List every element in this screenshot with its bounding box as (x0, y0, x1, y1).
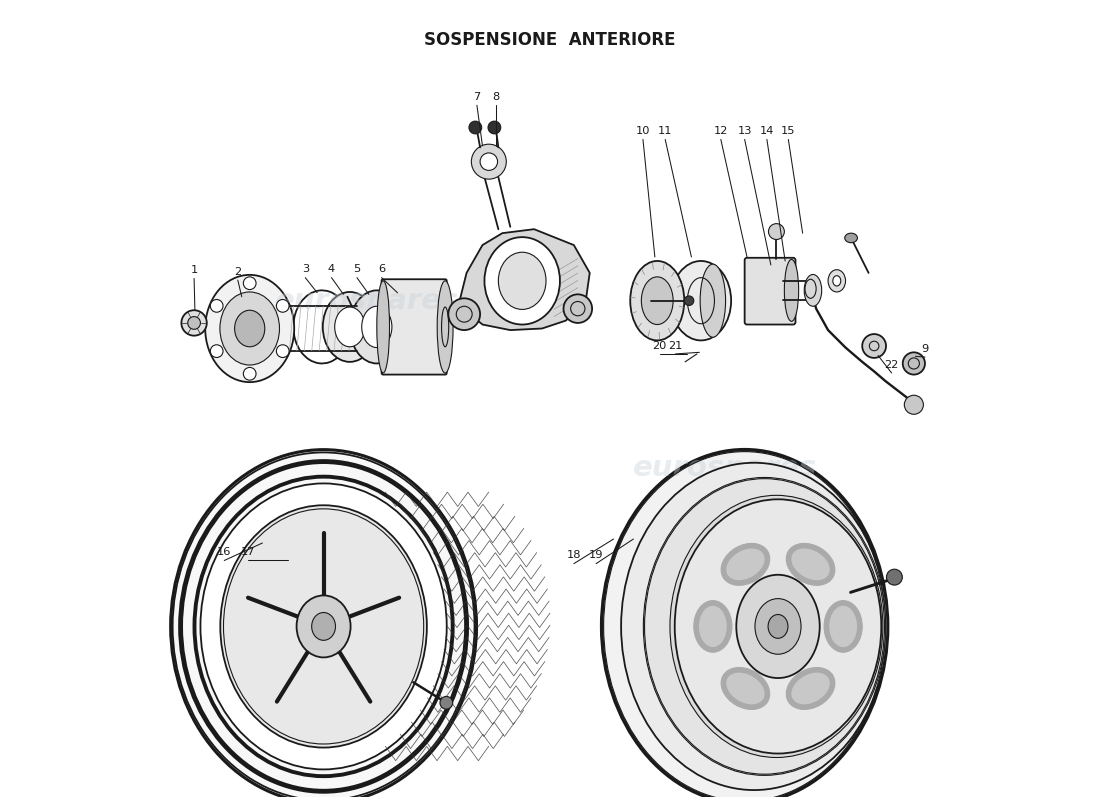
Circle shape (182, 310, 207, 336)
Circle shape (276, 299, 289, 312)
Ellipse shape (670, 495, 883, 758)
Ellipse shape (824, 601, 862, 652)
Ellipse shape (755, 598, 801, 654)
Ellipse shape (498, 252, 546, 310)
Ellipse shape (736, 574, 820, 678)
Text: 6: 6 (378, 265, 385, 274)
Text: 18: 18 (566, 550, 581, 561)
Circle shape (903, 352, 925, 374)
Ellipse shape (644, 478, 886, 775)
Ellipse shape (805, 279, 816, 298)
Circle shape (488, 121, 501, 134)
Ellipse shape (200, 483, 447, 770)
FancyBboxPatch shape (745, 258, 795, 325)
Text: eurospares: eurospares (275, 286, 460, 314)
Text: 22: 22 (884, 360, 899, 370)
Text: 2: 2 (234, 267, 241, 277)
Text: eurospares: eurospares (632, 454, 817, 482)
Ellipse shape (297, 595, 351, 658)
Circle shape (449, 298, 480, 330)
Ellipse shape (641, 277, 673, 325)
Text: 10: 10 (636, 126, 650, 136)
FancyBboxPatch shape (382, 279, 447, 374)
Circle shape (440, 697, 453, 709)
Circle shape (210, 345, 223, 358)
Ellipse shape (726, 673, 764, 704)
Text: 3: 3 (301, 265, 309, 274)
Circle shape (887, 570, 902, 585)
Circle shape (243, 277, 256, 290)
Ellipse shape (220, 506, 427, 747)
Circle shape (188, 317, 200, 330)
Polygon shape (459, 229, 590, 330)
Circle shape (480, 153, 497, 170)
Text: 20: 20 (652, 341, 667, 350)
Ellipse shape (234, 310, 265, 346)
Ellipse shape (671, 261, 732, 341)
Text: 12: 12 (714, 126, 728, 136)
Ellipse shape (828, 270, 846, 292)
Circle shape (684, 296, 694, 306)
Ellipse shape (786, 667, 835, 710)
Ellipse shape (674, 499, 881, 754)
Ellipse shape (206, 275, 294, 382)
Text: 5: 5 (353, 265, 361, 274)
Text: 14: 14 (760, 126, 774, 136)
Text: 7: 7 (473, 92, 481, 102)
Ellipse shape (700, 264, 726, 338)
Text: 1: 1 (190, 266, 198, 275)
Ellipse shape (362, 306, 392, 347)
Text: 9: 9 (922, 344, 928, 354)
Ellipse shape (726, 549, 764, 580)
Ellipse shape (694, 601, 732, 652)
Text: 15: 15 (781, 126, 795, 136)
Ellipse shape (621, 462, 888, 790)
Text: SOSPENSIONE  ANTERIORE: SOSPENSIONE ANTERIORE (425, 30, 675, 49)
Circle shape (276, 345, 289, 358)
Text: 13: 13 (737, 126, 752, 136)
Ellipse shape (722, 667, 770, 710)
Ellipse shape (768, 614, 788, 638)
Circle shape (469, 121, 482, 134)
Text: 21: 21 (669, 341, 683, 350)
Ellipse shape (311, 613, 336, 640)
Text: 11: 11 (658, 126, 672, 136)
Ellipse shape (786, 543, 835, 586)
Circle shape (243, 367, 256, 380)
Ellipse shape (833, 276, 840, 286)
Ellipse shape (845, 233, 858, 242)
Ellipse shape (484, 237, 560, 325)
Circle shape (563, 294, 592, 323)
Ellipse shape (791, 673, 829, 704)
Ellipse shape (791, 549, 829, 580)
Ellipse shape (334, 307, 365, 346)
Circle shape (472, 144, 506, 179)
Ellipse shape (602, 450, 888, 800)
Ellipse shape (698, 606, 727, 647)
Circle shape (904, 395, 923, 414)
Ellipse shape (220, 292, 279, 365)
Circle shape (210, 299, 223, 312)
Ellipse shape (170, 450, 476, 800)
Ellipse shape (784, 259, 799, 322)
Circle shape (862, 334, 887, 358)
Ellipse shape (630, 261, 684, 341)
Text: 8: 8 (493, 92, 499, 102)
Circle shape (769, 224, 784, 239)
Ellipse shape (322, 292, 377, 362)
Ellipse shape (829, 606, 857, 647)
Text: 19: 19 (588, 550, 603, 561)
Ellipse shape (437, 281, 453, 373)
Text: 4: 4 (328, 265, 336, 274)
Text: 17: 17 (241, 547, 255, 558)
Text: 16: 16 (217, 547, 231, 558)
Ellipse shape (377, 281, 389, 373)
Ellipse shape (804, 274, 822, 306)
Ellipse shape (722, 543, 770, 586)
Ellipse shape (350, 290, 404, 363)
